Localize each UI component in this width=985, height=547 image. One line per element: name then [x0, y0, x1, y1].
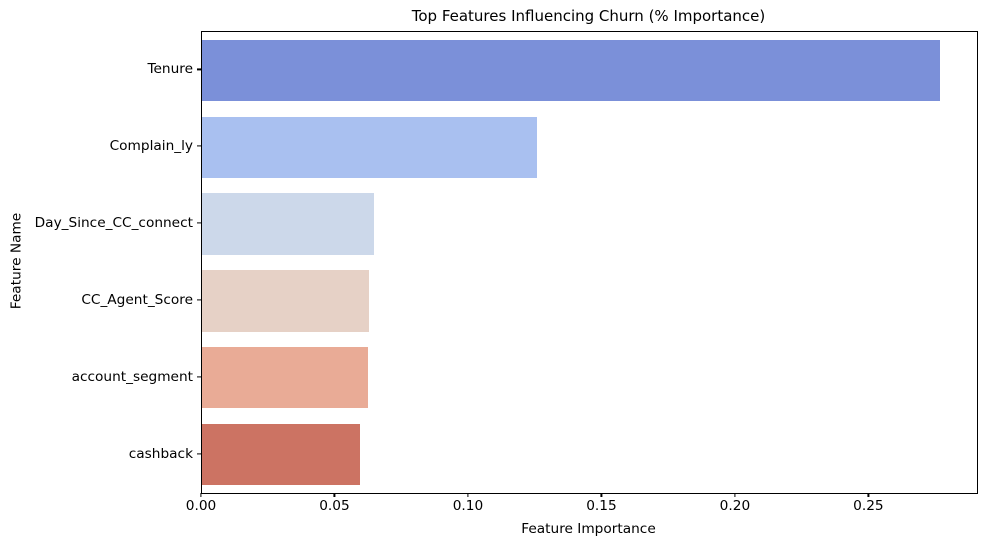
y-tick-mark — [197, 145, 201, 147]
bar-day_since_cc_connect — [202, 193, 374, 255]
x-tick-mark — [734, 493, 736, 497]
x-tick-label: 0.20 — [719, 498, 751, 514]
y-axis-label: Feature Name — [8, 212, 25, 310]
plot-area — [201, 31, 978, 494]
x-tick-label: 0.25 — [853, 498, 884, 514]
x-tick-mark — [867, 493, 869, 497]
x-axis-label: Feature Importance — [521, 521, 656, 537]
y-tick-label: cashback — [128, 445, 193, 462]
y-tick-label: account_segment — [71, 368, 193, 385]
bar-tenure — [202, 39, 941, 102]
bar-cashback — [202, 423, 361, 486]
y-tick-label: Tenure — [147, 61, 193, 78]
x-tick-mark — [200, 493, 202, 497]
x-tick-label: 0.00 — [185, 498, 217, 514]
y-tick-label: Day_Since_CC_connect — [34, 215, 193, 232]
x-tick-label: 0.15 — [586, 498, 617, 514]
y-tick-mark — [197, 68, 201, 70]
chart-title: Top Features Influencing Churn (% Import… — [411, 7, 766, 25]
y-tick-mark — [197, 222, 201, 224]
y-tick-label: Complain_ly — [109, 138, 193, 155]
y-tick-mark — [197, 376, 201, 378]
x-tick-mark — [467, 493, 469, 497]
x-tick-mark — [600, 493, 603, 497]
bar-complain_ly — [202, 116, 538, 178]
bar-account_segment — [202, 347, 368, 409]
x-tick-mark — [333, 493, 336, 497]
x-tick-label: 0.10 — [452, 498, 484, 514]
y-tick-mark — [197, 299, 201, 301]
bar-cc_agent_score — [202, 270, 369, 332]
y-tick-mark — [197, 452, 201, 455]
y-tick-label: CC_Agent_Score — [81, 291, 193, 308]
x-tick-label: 0.05 — [319, 498, 350, 514]
